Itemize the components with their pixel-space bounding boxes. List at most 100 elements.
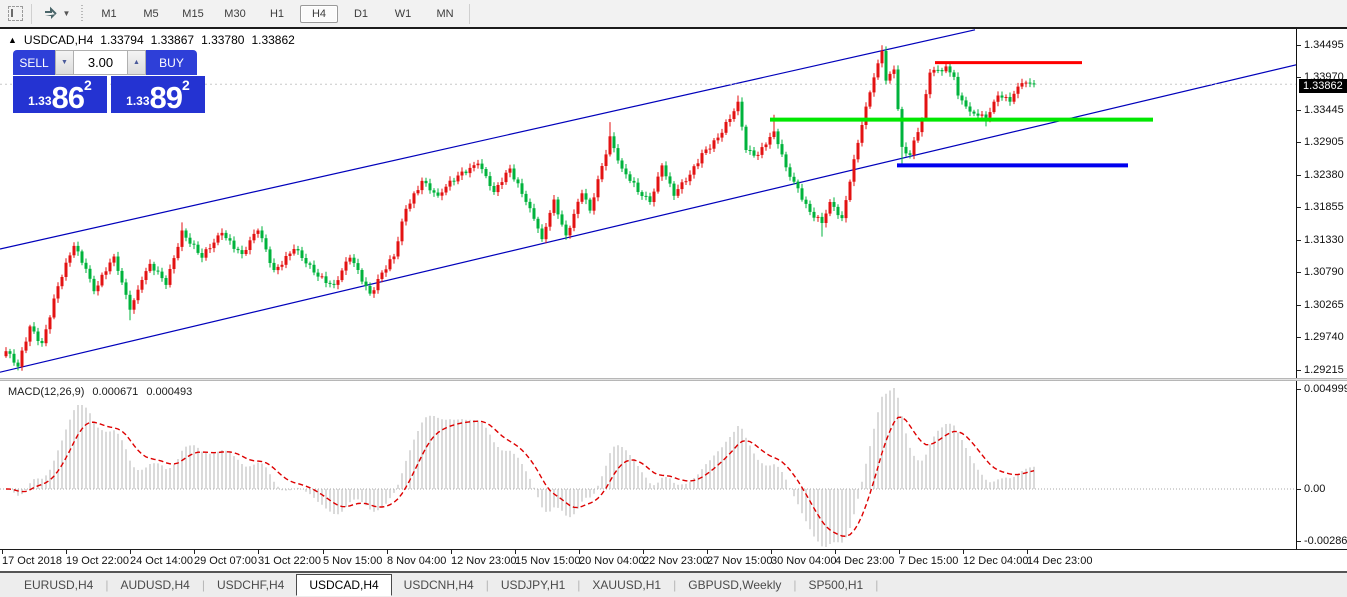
sell-quote-button[interactable]: 1.33 86 2 bbox=[13, 76, 107, 113]
time-axis-label: 12 Dec 04:00 bbox=[963, 555, 1029, 567]
arrows-tool-icon[interactable]: ▼ bbox=[37, 3, 75, 24]
volume-input[interactable]: 3.00 bbox=[74, 50, 127, 75]
tab-usdcad-h4[interactable]: USDCAD,H4 bbox=[296, 574, 392, 596]
tab-separator: | bbox=[577, 578, 581, 592]
pane-splitter[interactable] bbox=[0, 378, 1347, 381]
arrows-glyph bbox=[44, 6, 57, 19]
time-axis-label: 24 Oct 14:00 bbox=[130, 555, 193, 567]
timeframe-button-h4[interactable]: H4 bbox=[300, 4, 338, 23]
buy-price-prefix: 1.33 bbox=[126, 94, 150, 108]
time-tick bbox=[194, 550, 195, 554]
time-axis-label: 27 Nov 15:00 bbox=[707, 555, 773, 567]
price-tick bbox=[1297, 175, 1301, 176]
macd-axis-label: 0.004999 bbox=[1304, 383, 1347, 395]
price-scale[interactable]: 1.34495 1.33970 1.33445 1.32905 1.32380 1.318… bbox=[1296, 29, 1347, 378]
tab-usdchf-h4[interactable]: USDCHF,H4 bbox=[216, 578, 285, 592]
price-tick bbox=[1297, 207, 1301, 208]
close-value: 1.33862 bbox=[251, 33, 295, 47]
timeframe-button-m15[interactable]: M15 bbox=[182, 7, 204, 20]
collapse-panel-icon[interactable]: ▲ bbox=[8, 35, 17, 45]
time-axis-label: 12 Nov 23:00 bbox=[451, 555, 517, 567]
macd-scale[interactable]: 0.004999 0.00 -0.002868 bbox=[1296, 381, 1347, 549]
channel-upper-line[interactable] bbox=[0, 29, 976, 250]
time-tick bbox=[1027, 550, 1028, 554]
price-axis-label: 1.33445 bbox=[1304, 104, 1344, 116]
tab-usdcnh-h4[interactable]: USDCNH,H4 bbox=[403, 578, 474, 592]
ohlc-header: ▲ USDCAD,H4 1.33794 1.33867 1.33780 1.33… bbox=[8, 33, 295, 47]
toolbar-grip[interactable] bbox=[79, 4, 84, 23]
tab-separator: | bbox=[875, 578, 879, 592]
time-axis-label: 22 Nov 23:00 bbox=[643, 555, 709, 567]
time-axis-label: 30 Nov 04:00 bbox=[771, 555, 837, 567]
time-tick bbox=[707, 550, 708, 554]
timeframe-button-h1[interactable]: H1 bbox=[269, 7, 285, 20]
sell-button[interactable]: SELL bbox=[13, 50, 55, 75]
current-price-badge: 1.33862 bbox=[1299, 79, 1347, 93]
pane-bottom-border bbox=[0, 549, 1347, 550]
toolbar-separator bbox=[469, 3, 470, 24]
price-axis-label: 1.32380 bbox=[1304, 169, 1344, 181]
buy-price-pipette: 2 bbox=[182, 77, 190, 93]
timeframe-button-m5[interactable]: M5 bbox=[143, 7, 159, 20]
macd-chart-canvas[interactable] bbox=[0, 381, 1297, 549]
price-axis-label: 1.34495 bbox=[1304, 39, 1344, 51]
macd-histogram bbox=[9, 388, 1035, 547]
macd-indicator-pane[interactable]: MACD(12,26,9) 0.000671 0.000493 bbox=[0, 381, 1297, 549]
price-axis-label: 1.29740 bbox=[1304, 331, 1344, 343]
tab-eurusd-h4[interactable]: EURUSD,H4 bbox=[24, 578, 94, 592]
tab-separator: | bbox=[201, 578, 205, 592]
tab-xauusd-h1[interactable]: XAUUSD,H1 bbox=[592, 578, 662, 592]
volume-decrease-button[interactable]: ▼ bbox=[55, 50, 74, 75]
time-tick bbox=[771, 550, 772, 554]
macd-name: MACD(12,26,9) bbox=[8, 386, 85, 398]
macd-signal-line bbox=[5, 416, 1035, 538]
low-value: 1.33780 bbox=[201, 33, 245, 47]
timeframes-toolbar: ▼ M1 M5 M15 M30 H1 H4 D1 W1 MN bbox=[0, 0, 1347, 28]
tab-sp500-h1[interactable]: SP500,H1 bbox=[808, 578, 864, 592]
macd-axis-label: -0.002868 bbox=[1304, 535, 1347, 547]
time-tick bbox=[579, 550, 580, 554]
tab-gbpusd-weekly[interactable]: GBPUSD,Weekly bbox=[688, 578, 782, 592]
time-axis-label: 19 Oct 22:00 bbox=[66, 555, 129, 567]
time-tick bbox=[2, 550, 3, 554]
timeframe-button-w1[interactable]: W1 bbox=[394, 7, 412, 20]
tab-audusd-h4[interactable]: AUDUSD,H4 bbox=[120, 578, 190, 592]
time-tick bbox=[130, 550, 131, 554]
price-chart-pane[interactable]: ▲ USDCAD,H4 1.33794 1.33867 1.33780 1.33… bbox=[0, 29, 1297, 378]
high-value: 1.33867 bbox=[150, 33, 195, 47]
sell-price-big: 86 bbox=[51, 80, 85, 115]
candlestick-chart-canvas[interactable] bbox=[0, 29, 1297, 378]
buy-button[interactable]: BUY bbox=[146, 50, 197, 75]
time-axis-label: 5 Nov 15:00 bbox=[323, 555, 383, 567]
time-scale[interactable]: 17 Oct 2018 19 Oct 22:00 24 Oct 14:00 29 Oc… bbox=[0, 550, 1347, 571]
candles bbox=[4, 45, 1036, 371]
time-tick bbox=[835, 550, 836, 554]
time-tick bbox=[515, 550, 516, 554]
timeframe-button-m30[interactable]: M30 bbox=[224, 7, 246, 20]
time-tick bbox=[387, 550, 388, 554]
price-axis-label: 1.31855 bbox=[1304, 201, 1344, 213]
timeframe-button-mn[interactable]: MN bbox=[436, 7, 454, 20]
time-axis-label: 15 Nov 15:00 bbox=[515, 555, 581, 567]
one-click-trade-panel: SELL ▼ 3.00 ▲ BUY 1.33 86 2 1.33 89 2 bbox=[13, 50, 205, 113]
price-axis-label: 1.30265 bbox=[1304, 299, 1344, 311]
tab-separator: | bbox=[105, 578, 109, 592]
tab-usdjpy-h1[interactable]: USDJPY,H1 bbox=[500, 578, 566, 592]
buy-quote-button[interactable]: 1.33 89 2 bbox=[111, 76, 205, 113]
timeframe-button-d1[interactable]: D1 bbox=[353, 7, 369, 20]
macd-tick bbox=[1297, 389, 1301, 390]
macd-tick bbox=[1297, 541, 1301, 542]
text-tool-icon[interactable] bbox=[2, 3, 28, 24]
time-axis-label: 29 Oct 07:00 bbox=[194, 555, 257, 567]
timeframe-button-m1[interactable]: M1 bbox=[101, 7, 117, 20]
volume-increase-button[interactable]: ▲ bbox=[127, 50, 146, 75]
time-tick bbox=[66, 550, 67, 554]
macd-main-value: 0.000671 bbox=[92, 386, 139, 398]
sell-price-prefix: 1.33 bbox=[28, 94, 52, 108]
time-axis-label: 8 Nov 04:00 bbox=[387, 555, 447, 567]
channel-lower-line[interactable] bbox=[0, 63, 1297, 373]
time-tick bbox=[258, 550, 259, 554]
price-tick bbox=[1297, 45, 1301, 46]
price-axis-label: 1.29215 bbox=[1304, 364, 1344, 376]
time-axis-label: 4 Dec 23:00 bbox=[835, 555, 895, 567]
